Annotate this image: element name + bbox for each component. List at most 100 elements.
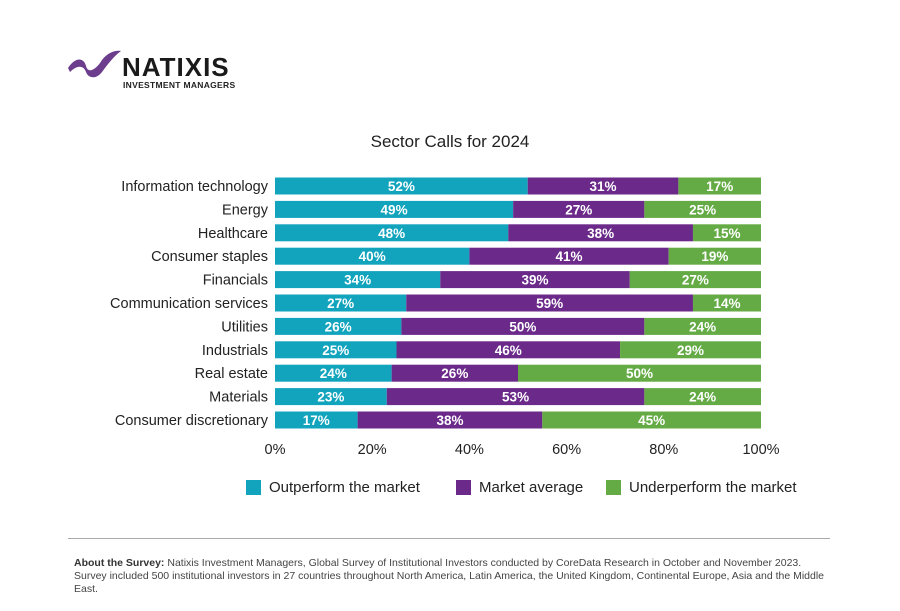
x-tick-label: 40% — [455, 442, 484, 458]
category-label: Consumer discretionary — [115, 413, 269, 429]
x-tick-label: 80% — [649, 442, 678, 458]
survey-footnote: About the Survey: Natixis Investment Man… — [74, 557, 834, 596]
data-label: 25% — [689, 202, 716, 217]
bar-segment — [527, 177, 679, 195]
chart-title: Sector Calls for 2024 — [370, 132, 530, 151]
x-tick-label: 100% — [742, 442, 779, 458]
bar-segment — [401, 317, 645, 335]
bar-segment — [440, 271, 630, 289]
bar-segment — [275, 200, 514, 218]
data-label: 38% — [436, 413, 463, 428]
category-label: Materials — [209, 390, 268, 406]
data-label: 27% — [565, 202, 592, 217]
data-label: 14% — [713, 296, 740, 311]
footnote-label: About the Survey: — [74, 557, 165, 569]
brand-name: NATIXIS — [122, 52, 230, 82]
data-label: 48% — [378, 226, 405, 241]
legend-label: Market average — [479, 479, 584, 496]
bar-segment — [275, 224, 509, 242]
data-label: 26% — [441, 366, 468, 381]
divider — [68, 538, 830, 539]
x-tick-label: 60% — [552, 442, 581, 458]
bar-segment — [275, 388, 387, 406]
category-label: Communication services — [110, 296, 268, 312]
data-label: 52% — [388, 179, 415, 194]
bar-segment — [469, 247, 669, 265]
x-tick-label: 0% — [265, 442, 286, 458]
bar-segment — [644, 388, 761, 406]
data-label: 26% — [325, 319, 352, 334]
bar-segment — [275, 177, 528, 195]
legend-swatch — [246, 480, 261, 495]
bar-segment — [678, 177, 761, 195]
category-label: Healthcare — [198, 226, 268, 242]
data-label: 50% — [626, 366, 653, 381]
data-label: 45% — [638, 413, 665, 428]
data-label: 53% — [502, 390, 529, 405]
data-label: 25% — [322, 343, 349, 358]
data-label: 17% — [706, 179, 733, 194]
data-label: 27% — [682, 273, 709, 288]
legend-label: Underperform the market — [629, 479, 797, 496]
bar-segment — [275, 247, 470, 265]
data-label: 39% — [521, 273, 548, 288]
legend-item-market-average: Market average — [456, 479, 583, 496]
data-label: 49% — [381, 202, 408, 217]
bar-segment — [620, 341, 761, 359]
x-tick-label: 20% — [358, 442, 387, 458]
legend-swatch — [456, 480, 471, 495]
bar-segment — [275, 341, 397, 359]
bar-segment — [668, 247, 761, 265]
data-label: 19% — [701, 249, 728, 264]
data-label: 23% — [317, 390, 344, 405]
data-label: 24% — [689, 319, 716, 334]
legend-label: Outperform the market — [269, 479, 420, 496]
brand-subtitle: INVESTMENT MANAGERS — [123, 80, 236, 90]
category-label: Information technology — [121, 179, 268, 195]
bar-segment — [275, 271, 441, 289]
bar-segment — [513, 200, 645, 218]
data-label: 29% — [677, 343, 704, 358]
category-label: Consumer staples — [151, 249, 268, 265]
bar-segment — [508, 224, 693, 242]
data-label: 27% — [327, 296, 354, 311]
bar-segment — [275, 294, 407, 312]
bar-segment — [275, 411, 358, 429]
bar-segment — [406, 294, 693, 312]
legend-swatch — [606, 480, 621, 495]
data-label: 50% — [509, 319, 536, 334]
bar-segment — [644, 200, 761, 218]
category-label: Real estate — [195, 366, 268, 382]
legend-item-outperform: Outperform the market — [246, 479, 420, 496]
category-label: Energy — [222, 202, 269, 218]
data-label: 41% — [556, 249, 583, 264]
data-label: 15% — [713, 226, 740, 241]
data-label: 17% — [303, 413, 330, 428]
bar-segment — [275, 364, 392, 382]
bar-segment — [629, 271, 761, 289]
bar-segment — [542, 411, 761, 429]
data-label: 38% — [587, 226, 614, 241]
bar-segment — [692, 224, 761, 242]
data-label: 46% — [495, 343, 522, 358]
data-label: 34% — [344, 273, 371, 288]
legend-item-underperform: Underperform the market — [606, 479, 797, 496]
bar-segment — [357, 411, 543, 429]
bar-segment — [396, 341, 621, 359]
data-label: 24% — [320, 366, 347, 381]
data-label: 24% — [689, 390, 716, 405]
data-label: 31% — [590, 179, 617, 194]
footnote-text: Natixis Investment Managers, Global Surv… — [74, 557, 825, 595]
category-label: Industrials — [202, 343, 268, 359]
category-label: Financials — [203, 273, 268, 289]
bar-segment — [518, 364, 761, 382]
data-label: 59% — [536, 296, 563, 311]
bar-segment — [275, 317, 402, 335]
natixis-logo-swoosh-icon — [68, 50, 121, 78]
data-label: 40% — [359, 249, 386, 264]
category-label: Utilities — [221, 319, 268, 335]
bar-segment — [644, 317, 761, 335]
bar-segment — [391, 364, 518, 382]
